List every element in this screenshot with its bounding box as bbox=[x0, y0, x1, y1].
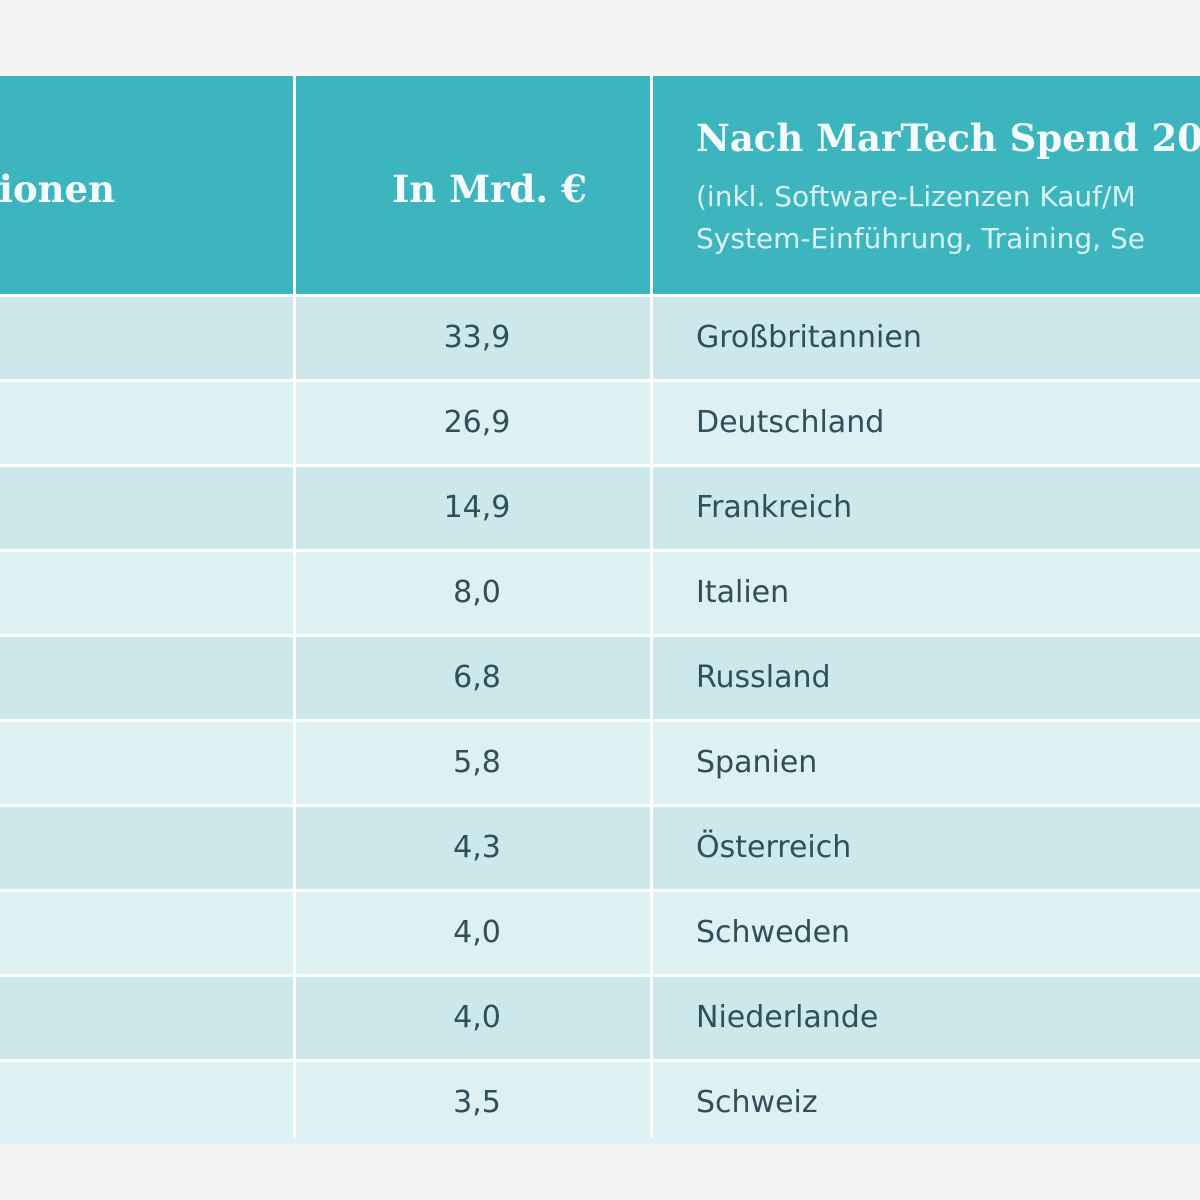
column-divider bbox=[650, 76, 653, 1138]
country-cell: Frankreich bbox=[696, 490, 853, 525]
table-row: 4,0 Niederlande bbox=[0, 977, 1200, 1059]
table-row: 33,9 Großbritannien bbox=[0, 297, 1200, 379]
header-value-title: In Mrd. € bbox=[392, 167, 587, 211]
table-row: 3,5 Schweiz bbox=[0, 1062, 1200, 1144]
table-row: 14,9 Frankreich bbox=[0, 467, 1200, 549]
data-table: tionen In Mrd. € Nach MarTech Spend 2022… bbox=[0, 76, 1200, 1144]
header-martech-subtitle-line1: (inkl. Software-Lizenzen Kauf/M bbox=[696, 180, 1136, 213]
value-cell: 4,0 bbox=[453, 915, 501, 950]
table-row: 6,8 Russland bbox=[0, 637, 1200, 719]
country-cell: Österreich bbox=[696, 830, 852, 865]
country-cell: Großbritannien bbox=[696, 320, 922, 355]
country-cell: Russland bbox=[696, 660, 831, 695]
row-separator bbox=[0, 634, 1200, 637]
value-cell: 26,9 bbox=[443, 405, 511, 440]
row-separator bbox=[0, 464, 1200, 467]
row-separator bbox=[0, 549, 1200, 552]
table-row: 4,3 Österreich bbox=[0, 807, 1200, 889]
column-divider bbox=[293, 76, 296, 1138]
table-header: tionen In Mrd. € Nach MarTech Spend 2022… bbox=[0, 76, 1200, 294]
country-cell: Italien bbox=[696, 575, 790, 610]
value-cell: 5,8 bbox=[453, 745, 501, 780]
country-cell: Spanien bbox=[696, 745, 818, 780]
header-martech-title: Nach MarTech Spend 2022 bbox=[696, 116, 1200, 160]
table-row: 5,8 Spanien bbox=[0, 722, 1200, 804]
value-cell: 14,9 bbox=[443, 490, 511, 525]
value-cell: 33,9 bbox=[443, 320, 511, 355]
value-cell: 6,8 bbox=[453, 660, 501, 695]
header-martech-subtitle-line2: System-Einführung, Training, Se bbox=[696, 222, 1145, 255]
row-separator bbox=[0, 804, 1200, 807]
row-separator bbox=[0, 1059, 1200, 1062]
header-cell-martech: Nach MarTech Spend 2022 (inkl. Software-… bbox=[653, 76, 1200, 294]
table-row: 8,0 Italien bbox=[0, 552, 1200, 634]
row-separator bbox=[0, 294, 1200, 297]
row-separator bbox=[0, 379, 1200, 382]
row-separator bbox=[0, 974, 1200, 977]
header-cell-regions: tionen bbox=[0, 76, 293, 294]
table-row: 4,0 Schweden bbox=[0, 892, 1200, 974]
row-separator bbox=[0, 719, 1200, 722]
value-cell: 8,0 bbox=[453, 575, 501, 610]
header-cell-value: In Mrd. € bbox=[296, 76, 650, 294]
country-cell: Schweden bbox=[696, 915, 851, 950]
value-cell: 4,0 bbox=[453, 1000, 501, 1035]
value-cell: 3,5 bbox=[453, 1085, 501, 1120]
country-cell: Niederlande bbox=[696, 1000, 879, 1035]
row-separator bbox=[0, 889, 1200, 892]
header-regions-title: tionen bbox=[0, 167, 115, 211]
value-cell: 4,3 bbox=[453, 830, 501, 865]
country-cell: Schweiz bbox=[696, 1085, 818, 1120]
country-cell: Deutschland bbox=[696, 405, 885, 440]
table-row: 26,9 Deutschland bbox=[0, 382, 1200, 464]
